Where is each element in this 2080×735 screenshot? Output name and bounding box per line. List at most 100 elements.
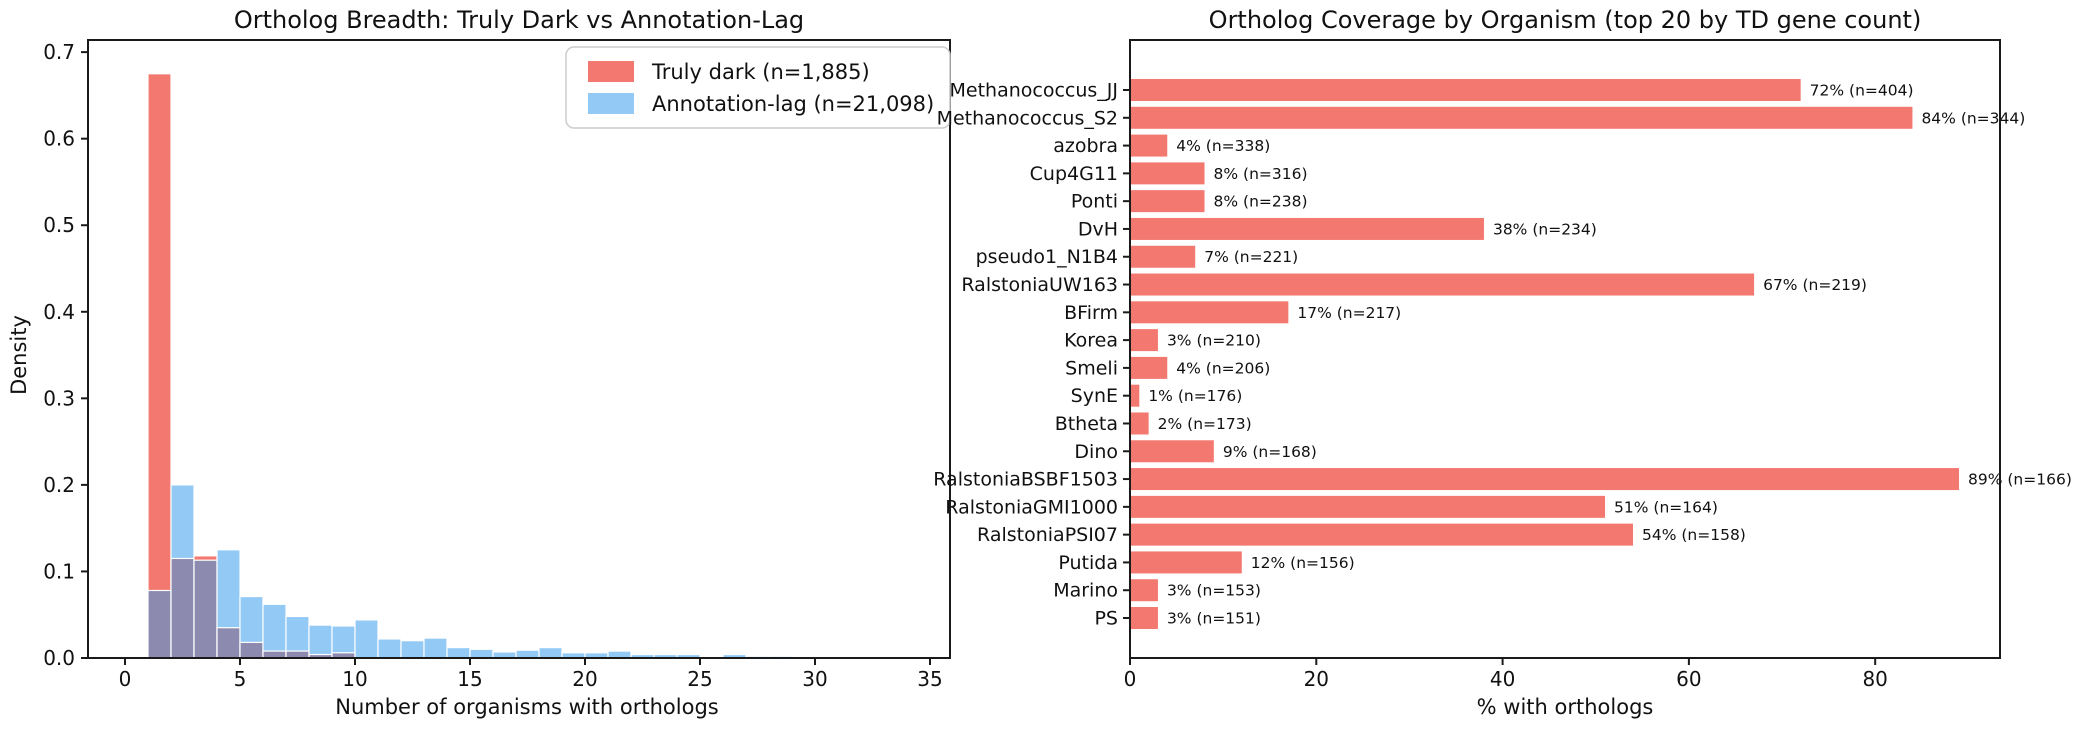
category-label: RalstoniaPSI07 bbox=[977, 524, 1118, 546]
barh-bar bbox=[1130, 440, 1214, 463]
plot-frame bbox=[87, 39, 951, 659]
barh-bar bbox=[1130, 79, 1801, 101]
barh-title: Ortholog Coverage by Organism (top 20 by… bbox=[1209, 6, 1922, 34]
histogram-bar bbox=[446, 647, 471, 659]
histogram-overlap-bar bbox=[285, 650, 310, 659]
histogram-bar bbox=[400, 640, 425, 659]
x-tick-label: 0 bbox=[1124, 667, 1137, 691]
bar-value-label: 2% (n=173) bbox=[1158, 415, 1252, 433]
barh-plot: Ortholog Coverage by Organism (top 20 by… bbox=[933, 6, 2072, 719]
histogram-overlap-bar bbox=[170, 557, 195, 659]
bar-value-label: 51% (n=164) bbox=[1614, 498, 1718, 516]
bar-value-label: 72% (n=404) bbox=[1810, 82, 1914, 100]
legend-label-annotation-lag: Annotation-lag (n=21,098) bbox=[652, 92, 934, 116]
barh-bar bbox=[1130, 607, 1158, 630]
x-tick-label: 80 bbox=[1862, 667, 1887, 691]
barh-bar bbox=[1130, 356, 1168, 379]
barh-bar bbox=[1130, 162, 1205, 185]
plot-frame bbox=[1129, 39, 2001, 659]
bar-value-label: 3% (n=153) bbox=[1167, 582, 1261, 600]
legend-label-truly-dark: Truly dark (n=1,885) bbox=[651, 60, 870, 84]
category-label: Cup4G11 bbox=[1030, 163, 1118, 185]
category-label: Ponti bbox=[1071, 191, 1118, 213]
barh-xaxis-label: % with orthologs bbox=[1477, 695, 1654, 719]
bar-value-label: 38% (n=234) bbox=[1493, 220, 1597, 238]
x-tick-label: 0 bbox=[119, 667, 132, 691]
histogram-overlap-bar bbox=[262, 650, 287, 659]
barh-bar bbox=[1130, 468, 1960, 491]
histogram-bar bbox=[308, 624, 333, 659]
bar-value-label: 8% (n=316) bbox=[1214, 165, 1308, 183]
category-label: Methanococcus_S2 bbox=[937, 107, 1118, 129]
barh-bar bbox=[1130, 273, 1755, 296]
barh-bar bbox=[1130, 579, 1158, 602]
barh-bar bbox=[1130, 190, 1205, 213]
category-label: RalstoniaBSBF1503 bbox=[933, 469, 1118, 491]
legend-swatch-annotation-lag bbox=[588, 93, 634, 114]
barh-bar bbox=[1130, 217, 1484, 240]
category-label: Dino bbox=[1074, 441, 1118, 463]
x-tick-label: 20 bbox=[572, 667, 597, 691]
histogram-overlap-bar bbox=[193, 559, 218, 659]
y-tick-label: 0.3 bbox=[43, 386, 75, 410]
histogram-overlap-bar bbox=[147, 589, 172, 659]
barh-bar bbox=[1130, 551, 1242, 574]
y-tick-label: 0.2 bbox=[43, 473, 75, 497]
bar-value-label: 4% (n=338) bbox=[1176, 137, 1270, 155]
x-tick-label: 25 bbox=[687, 667, 712, 691]
histogram-plot: Ortholog Breadth: Truly Dark vs Annotati… bbox=[7, 6, 951, 719]
bar-value-label: 12% (n=156) bbox=[1251, 554, 1355, 572]
barh-bar bbox=[1130, 245, 1196, 268]
bar-value-label: 7% (n=221) bbox=[1204, 248, 1298, 266]
bar-value-label: 9% (n=168) bbox=[1223, 443, 1317, 461]
bar-value-label: 4% (n=206) bbox=[1176, 359, 1270, 377]
x-tick-label: 30 bbox=[802, 667, 827, 691]
x-tick-label: 10 bbox=[342, 667, 367, 691]
legend: Truly dark (n=1,885) Annotation-lag (n=2… bbox=[565, 46, 951, 129]
histogram-overlap-bar bbox=[239, 641, 264, 659]
x-tick-label: 15 bbox=[457, 667, 482, 691]
x-tick-label: 20 bbox=[1304, 667, 1329, 691]
barh-bar bbox=[1130, 412, 1149, 435]
barh-bar bbox=[1130, 106, 1913, 129]
category-label: pseudo1_N1B4 bbox=[976, 246, 1118, 268]
category-label: DvH bbox=[1078, 218, 1118, 240]
histogram-bar bbox=[538, 647, 563, 659]
category-label: Methanococcus_JJ bbox=[950, 80, 1119, 102]
bar-value-label: 3% (n=210) bbox=[1167, 332, 1261, 350]
histogram-overlap-bar bbox=[216, 627, 241, 659]
bar-value-label: 8% (n=238) bbox=[1214, 193, 1308, 211]
category-label: Korea bbox=[1064, 330, 1118, 352]
histogram-bars bbox=[147, 73, 793, 659]
bar-value-label: 67% (n=219) bbox=[1763, 276, 1867, 294]
category-label: SynE bbox=[1071, 385, 1118, 407]
category-label: Marino bbox=[1053, 580, 1118, 602]
x-tick-label: 40 bbox=[1490, 667, 1515, 691]
category-label: azobra bbox=[1053, 135, 1118, 157]
category-label: BFirm bbox=[1064, 302, 1118, 324]
y-tick-label: 0.4 bbox=[43, 300, 75, 324]
category-label: Btheta bbox=[1055, 413, 1118, 435]
category-label: Smeli bbox=[1065, 357, 1118, 379]
y-tick-label: 0.5 bbox=[43, 213, 75, 237]
barh-bar bbox=[1130, 301, 1289, 324]
legend-swatch-truly-dark bbox=[588, 61, 634, 82]
bar-value-label: 3% (n=151) bbox=[1167, 610, 1261, 628]
histogram-title: Ortholog Breadth: Truly Dark vs Annotati… bbox=[234, 6, 804, 34]
barh-bar bbox=[1130, 384, 1140, 407]
category-label: RalstoniaGMI1000 bbox=[945, 496, 1118, 518]
bar-value-label: 84% (n=344) bbox=[1921, 109, 2025, 127]
category-label: RalstoniaUW163 bbox=[961, 274, 1118, 296]
histogram-yaxis-label: Density bbox=[7, 315, 31, 395]
histogram-axes: 0 5 10 15 20 25 30 35 0.0 0.1 0.2 0.3 0.4 0.5 0.6 0.7 bbox=[43, 39, 951, 691]
bar-value-label: 1% (n=176) bbox=[1148, 387, 1242, 405]
histogram-xaxis-label: Number of organisms with orthologs bbox=[335, 695, 718, 719]
barh-bar bbox=[1130, 495, 1606, 518]
y-tick-label: 0.6 bbox=[43, 127, 75, 151]
histogram-bar bbox=[147, 73, 172, 659]
histogram-bar bbox=[262, 603, 287, 659]
histogram-bar bbox=[354, 619, 379, 659]
x-tick-label: 5 bbox=[234, 667, 247, 691]
category-label: Putida bbox=[1058, 552, 1118, 574]
